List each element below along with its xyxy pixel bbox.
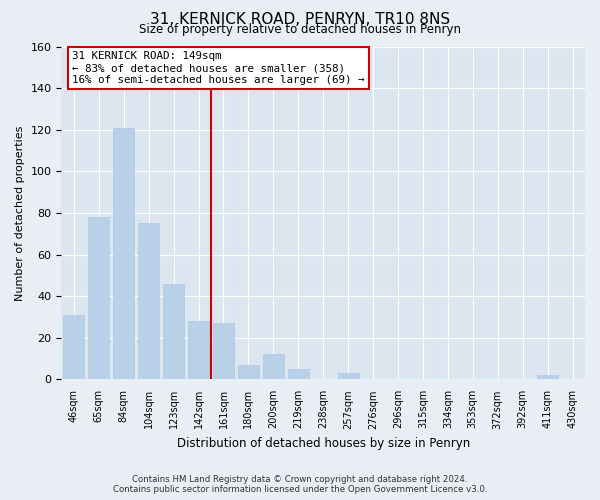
Bar	[213, 324, 234, 380]
Bar	[113, 128, 134, 380]
Bar	[163, 284, 184, 380]
Text: 31, KERNICK ROAD, PENRYN, TR10 8NS: 31, KERNICK ROAD, PENRYN, TR10 8NS	[150, 12, 450, 28]
Bar	[88, 217, 109, 380]
Bar	[238, 365, 259, 380]
X-axis label: Distribution of detached houses by size in Penryn: Distribution of detached houses by size …	[176, 437, 470, 450]
Bar	[63, 315, 85, 380]
Bar	[287, 369, 309, 380]
Bar	[338, 373, 359, 380]
Y-axis label: Number of detached properties: Number of detached properties	[15, 126, 25, 300]
Text: Contains HM Land Registry data © Crown copyright and database right 2024.
Contai: Contains HM Land Registry data © Crown c…	[113, 474, 487, 494]
Bar	[263, 354, 284, 380]
Bar	[188, 321, 209, 380]
Text: 31 KERNICK ROAD: 149sqm
← 83% of detached houses are smaller (358)
16% of semi-d: 31 KERNICK ROAD: 149sqm ← 83% of detache…	[72, 52, 364, 84]
Bar	[537, 376, 558, 380]
Text: Size of property relative to detached houses in Penryn: Size of property relative to detached ho…	[139, 22, 461, 36]
Bar	[138, 224, 159, 380]
